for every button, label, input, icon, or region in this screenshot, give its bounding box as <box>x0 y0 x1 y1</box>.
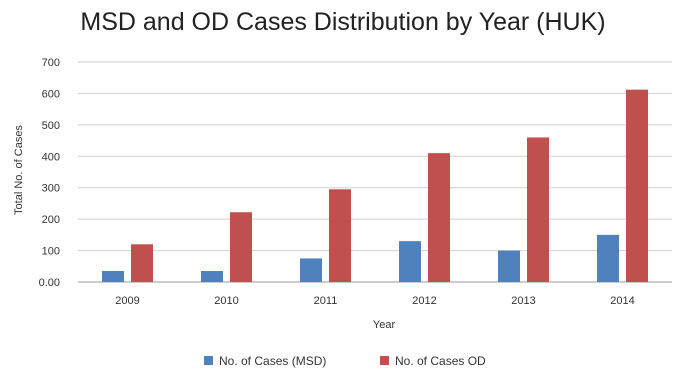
bar-od-2014 <box>626 89 648 283</box>
y-tick-label: 0.00 <box>39 277 60 289</box>
bar-od-2009 <box>131 244 153 282</box>
bar-msd-2010 <box>201 271 223 282</box>
x-tick-label: 2014 <box>610 295 634 307</box>
chart-title: MSD and OD Cases Distribution by Year (H… <box>80 8 606 36</box>
x-axis-label: Year <box>373 319 396 331</box>
x-tick-label: 2013 <box>511 295 535 307</box>
y-axis-ticks: 0.00 100 200 300 400 500 600 700 <box>39 57 60 289</box>
bar-msd-2009 <box>102 271 124 282</box>
x-axis-ticks: 2009 2010 2011 2012 2013 2014 <box>115 295 634 307</box>
bar-od-2010 <box>230 212 252 282</box>
legend: No. of Cases (MSD) No. of Cases OD <box>204 354 486 368</box>
y-tick-label: 500 <box>42 120 60 132</box>
bar-msd-2011 <box>300 258 322 282</box>
x-tick-label: 2009 <box>115 295 139 307</box>
bar-od-2012 <box>428 153 450 282</box>
x-tick-label: 2011 <box>314 295 338 307</box>
bar-od-2011 <box>329 189 351 282</box>
legend-label: No. of Cases (MSD) <box>219 354 326 368</box>
y-tick-label: 600 <box>42 88 60 100</box>
bar-msd-2012 <box>399 241 421 282</box>
x-tick-label: 2010 <box>214 295 238 307</box>
legend-label: No. of Cases OD <box>395 354 486 368</box>
y-axis-label: Total No. of Cases <box>13 125 25 215</box>
legend-swatch <box>204 356 213 365</box>
x-tick-label: 2012 <box>412 295 436 307</box>
bar-msd-2013 <box>498 250 520 282</box>
legend-swatch <box>380 356 389 365</box>
gridlines <box>78 61 672 283</box>
y-tick-label: 300 <box>42 183 60 195</box>
y-tick-label: 700 <box>42 57 60 69</box>
bars <box>102 89 648 283</box>
bar-od-2013 <box>527 137 549 282</box>
y-tick-label: 400 <box>42 151 60 163</box>
bar-msd-2014 <box>597 234 619 282</box>
y-tick-label: 200 <box>42 214 60 226</box>
y-tick-label: 100 <box>42 246 60 258</box>
